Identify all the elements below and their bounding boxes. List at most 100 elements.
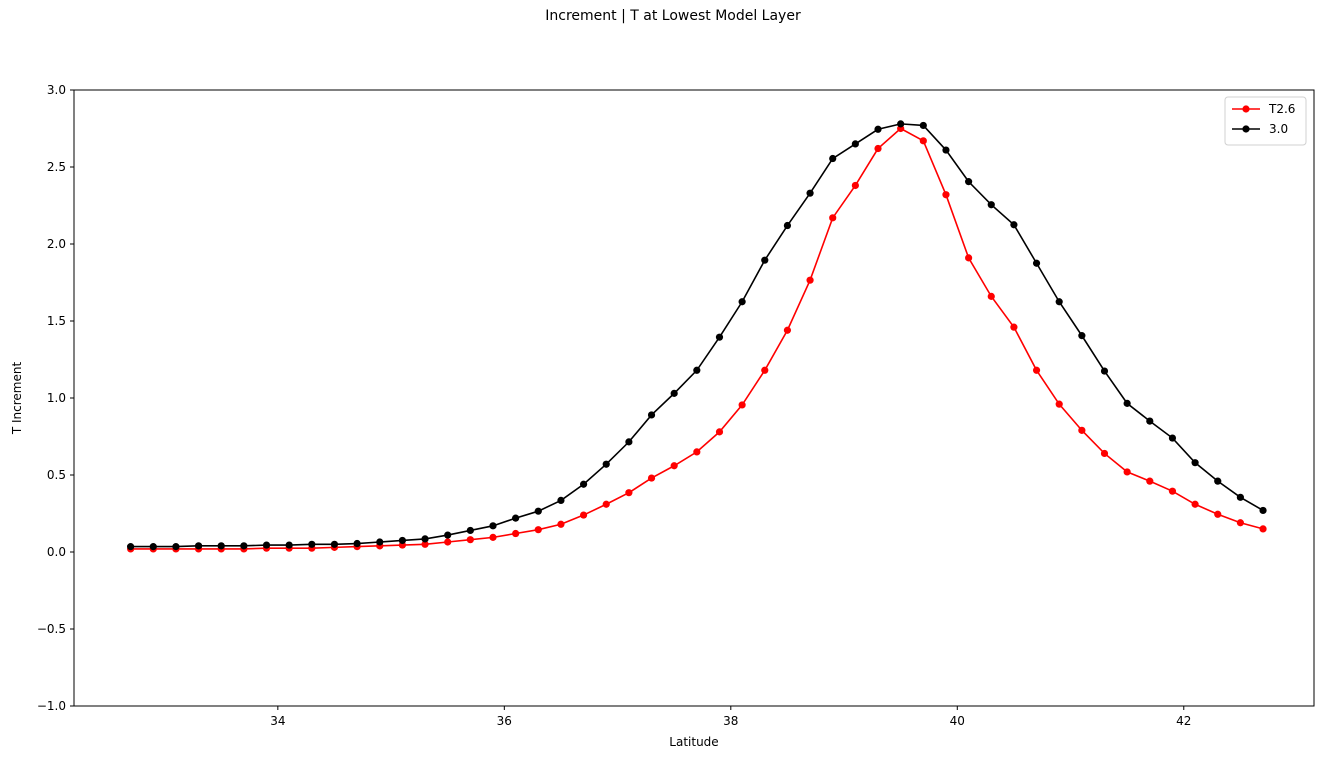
data-point	[715, 428, 724, 436]
data-point	[761, 366, 769, 374]
data-point	[987, 201, 995, 209]
data-point	[965, 178, 973, 186]
legend-label: T2.6	[1268, 102, 1295, 116]
data-point	[217, 542, 225, 550]
data-point	[1010, 323, 1018, 331]
y-tick-label: 2.0	[47, 237, 66, 251]
data-point	[1010, 221, 1018, 229]
data-point	[262, 541, 271, 549]
data-point	[172, 543, 180, 551]
data-point	[829, 214, 837, 222]
data-point	[647, 411, 656, 419]
data-point	[1100, 367, 1109, 375]
series-line	[130, 123, 1264, 548]
data-point	[1146, 477, 1154, 485]
data-point	[806, 189, 814, 197]
data-point	[897, 120, 905, 128]
data-point	[466, 536, 474, 544]
data-point	[874, 144, 882, 153]
data-point	[579, 480, 588, 488]
y-tick-label: 1.0	[47, 391, 66, 405]
x-axis: 34 36 38 40 42	[270, 706, 1191, 728]
data-point	[1168, 434, 1177, 442]
data-point	[965, 254, 973, 262]
data-point	[625, 489, 633, 497]
data-point	[715, 333, 724, 341]
data-point	[647, 474, 656, 482]
data-point	[693, 366, 701, 374]
series-line	[130, 127, 1264, 550]
data-point	[1055, 400, 1063, 408]
y-tick-label: 1.5	[47, 314, 66, 328]
data-point	[285, 541, 293, 549]
x-tick-label: 38	[723, 714, 738, 728]
data-point	[1168, 487, 1177, 495]
data-point	[444, 531, 452, 539]
data-point	[127, 543, 135, 551]
data-point	[1123, 468, 1131, 476]
data-point	[670, 462, 678, 470]
axes-frame	[73, 89, 1315, 707]
data-point	[1191, 500, 1199, 508]
data-point	[421, 535, 429, 543]
data-point	[194, 542, 203, 550]
x-tick-label: 34	[270, 714, 285, 728]
data-point	[761, 256, 769, 264]
data-point	[1032, 366, 1041, 374]
data-point	[851, 140, 859, 148]
y-axis-label: T Increment	[10, 362, 24, 436]
data-point	[466, 526, 474, 535]
data-point	[806, 276, 814, 284]
data-point	[874, 125, 882, 133]
data-point	[625, 438, 633, 446]
data-point	[579, 511, 588, 519]
data-point	[489, 533, 497, 541]
data-point	[512, 514, 520, 522]
legend-entry: 3.0	[1232, 122, 1288, 136]
data-point	[376, 538, 384, 546]
data-point	[557, 520, 565, 528]
x-tick-label: 40	[950, 714, 965, 728]
data-point	[783, 326, 792, 334]
legend-marker	[1242, 125, 1250, 133]
y-axis: −1.0 −0.5 0.0 0.5 1.0 1.5 2.0 2.5 3.0	[37, 83, 74, 713]
legend-marker	[1242, 105, 1250, 113]
data-point	[738, 298, 746, 306]
data-point	[829, 154, 837, 163]
y-tick-label: 2.5	[47, 160, 66, 174]
data-point	[1236, 493, 1244, 501]
data-point	[851, 181, 859, 190]
legend-label: 3.0	[1269, 122, 1288, 136]
data-point	[1078, 332, 1086, 340]
data-point	[1055, 298, 1063, 306]
data-point	[1100, 449, 1109, 458]
series-1	[127, 124, 1267, 553]
data-point	[919, 121, 927, 130]
data-point	[1078, 426, 1086, 434]
data-point	[1146, 417, 1154, 425]
data-point	[240, 542, 248, 550]
data-point	[783, 221, 792, 230]
x-tick-label: 36	[497, 714, 512, 728]
data-point	[149, 543, 157, 551]
data-point	[987, 292, 995, 300]
data-point	[557, 496, 565, 505]
x-tick-label: 42	[1176, 714, 1191, 728]
legend: T2.6 3.0	[1224, 96, 1307, 146]
data-point	[421, 540, 429, 548]
data-point	[670, 389, 678, 397]
data-point	[1032, 259, 1041, 267]
y-tick-label: −1.0	[37, 699, 66, 713]
data-point	[444, 538, 452, 546]
data-point	[534, 507, 542, 515]
data-point	[353, 539, 361, 548]
data-point	[398, 536, 407, 545]
y-tick-label: 0.5	[47, 468, 66, 482]
x-axis-label: Latitude	[669, 735, 718, 749]
data-point	[942, 191, 950, 199]
legend-entry: T2.6	[1232, 102, 1295, 116]
chart-title: Increment | T at Lowest Model Layer	[545, 8, 801, 24]
data-point	[1123, 399, 1131, 407]
data-point	[693, 448, 701, 456]
data-point	[602, 500, 610, 508]
